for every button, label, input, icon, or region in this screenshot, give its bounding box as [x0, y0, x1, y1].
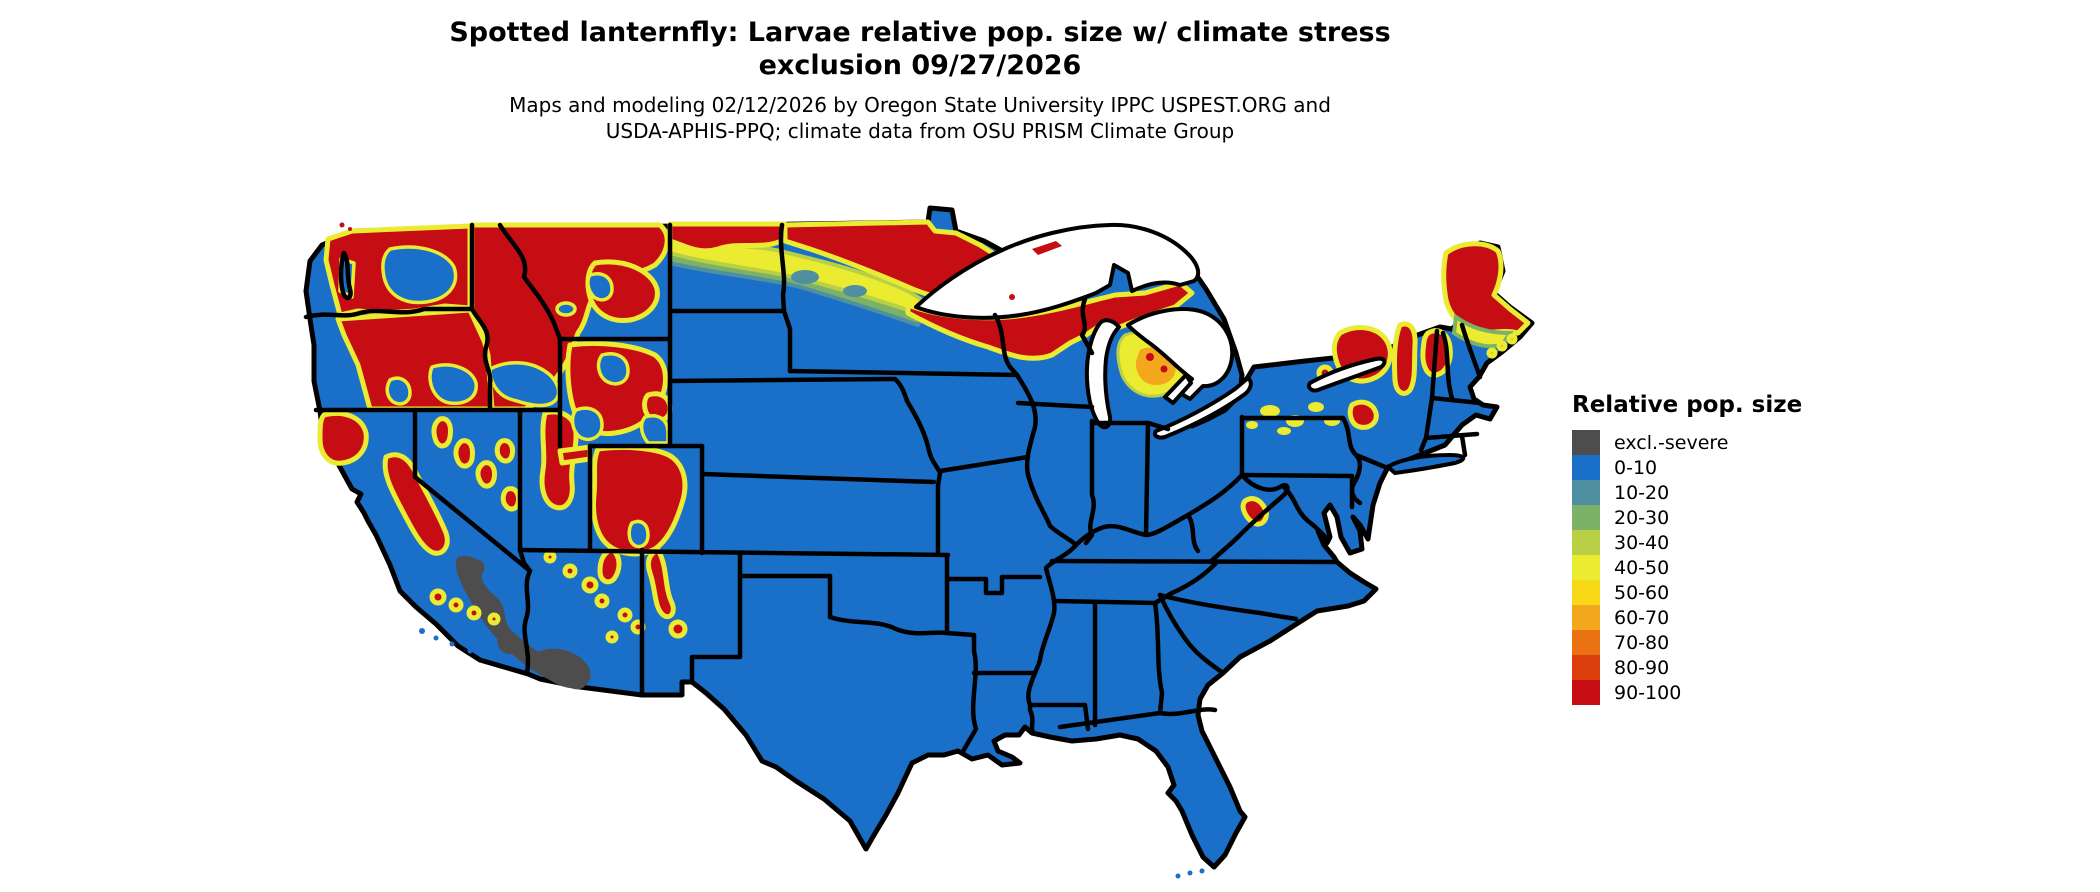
legend-label: 30-40: [1614, 531, 1670, 554]
lake-ontario: [1307, 356, 1387, 393]
excluded-severe-region-desert-southwest: [455, 555, 591, 690]
legend-swatch-90-100: [1572, 680, 1600, 705]
legend-row-70-80: 70-80: [1572, 630, 1832, 655]
legend-label: excl.-severe: [1614, 431, 1729, 454]
lake-huron: [1126, 307, 1235, 401]
legend-label: 0-10: [1614, 456, 1658, 479]
legend-label: 50-60: [1614, 581, 1670, 604]
legend-swatch-excl.-severe: [1572, 430, 1600, 455]
legend-swatch-80-90: [1572, 655, 1600, 680]
legend-label: 90-100: [1614, 681, 1682, 704]
legend-label: 40-50: [1614, 556, 1670, 579]
high-risk-regions: [317, 219, 1531, 644]
subtitle-line-2: USDA-APHIS-PPQ; climate data from OSU PR…: [605, 119, 1235, 143]
legend-row-50-60: 50-60: [1572, 580, 1832, 605]
legend-items: excl.-severe 0-10 10-20 20-30 30-40 40-50 50-6…: [1572, 430, 1832, 705]
legend-swatch-10-20: [1572, 480, 1600, 505]
subtitle-line-1: Maps and modeling 02/12/2026 by Oregon S…: [509, 93, 1331, 117]
legend-swatch-50-60: [1572, 580, 1600, 605]
title-line-1: Spotted lanternfly: Larvae relative pop.…: [449, 17, 1391, 48]
legend-row-0-10: 0-10: [1572, 455, 1832, 480]
map-title: Spotted lanternfly: Larvae relative pop.…: [0, 16, 1840, 82]
legend-label: 10-20: [1614, 481, 1670, 504]
legend-row-80-90: 80-90: [1572, 655, 1832, 680]
legend-label: 20-30: [1614, 506, 1670, 529]
great-lakes: [914, 222, 1387, 440]
legend-swatch-30-40: [1572, 530, 1600, 555]
legend-row-40-50: 40-50: [1572, 555, 1832, 580]
legend-swatch-0-10: [1572, 455, 1600, 480]
title-line-2: exclusion 09/27/2026: [758, 50, 1082, 81]
legend-swatch-70-80: [1572, 630, 1600, 655]
legend-label: 60-70: [1614, 606, 1670, 629]
lake-erie: [1153, 376, 1253, 440]
offshore-islands: [419, 628, 1205, 879]
legend-swatch-60-70: [1572, 605, 1600, 630]
legend-label: 70-80: [1614, 631, 1670, 654]
us-risk-map: [240, 205, 1540, 885]
isle-royale: [1032, 241, 1062, 255]
state-borders: [303, 222, 1483, 756]
long-island: [1384, 452, 1466, 476]
legend-title: Relative pop. size: [1572, 392, 1803, 418]
apostle-islands: [1009, 294, 1015, 300]
saginaw-bay: [1163, 373, 1193, 405]
legend-swatch-40-50: [1572, 555, 1600, 580]
legend-row-30-40: 30-40: [1572, 530, 1832, 555]
conus-map-svg: [303, 205, 1535, 879]
legend-row-excl.-severe: excl.-severe: [1572, 430, 1832, 455]
legend: Relative pop. size excl.-severe 0-10 10-20…: [1572, 392, 1832, 705]
lake-michigan: [1084, 318, 1121, 430]
map-attribution: Maps and modeling 02/12/2026 by Oregon S…: [0, 92, 1840, 144]
legend-row-10-20: 10-20: [1572, 480, 1832, 505]
lake-superior: [914, 222, 1201, 320]
legend-row-20-30: 20-30: [1572, 505, 1832, 530]
legend-row-60-70: 60-70: [1572, 605, 1832, 630]
legend-label: 80-90: [1614, 656, 1670, 679]
legend-row-90-100: 90-100: [1572, 680, 1832, 705]
legend-swatch-20-30: [1572, 505, 1600, 530]
